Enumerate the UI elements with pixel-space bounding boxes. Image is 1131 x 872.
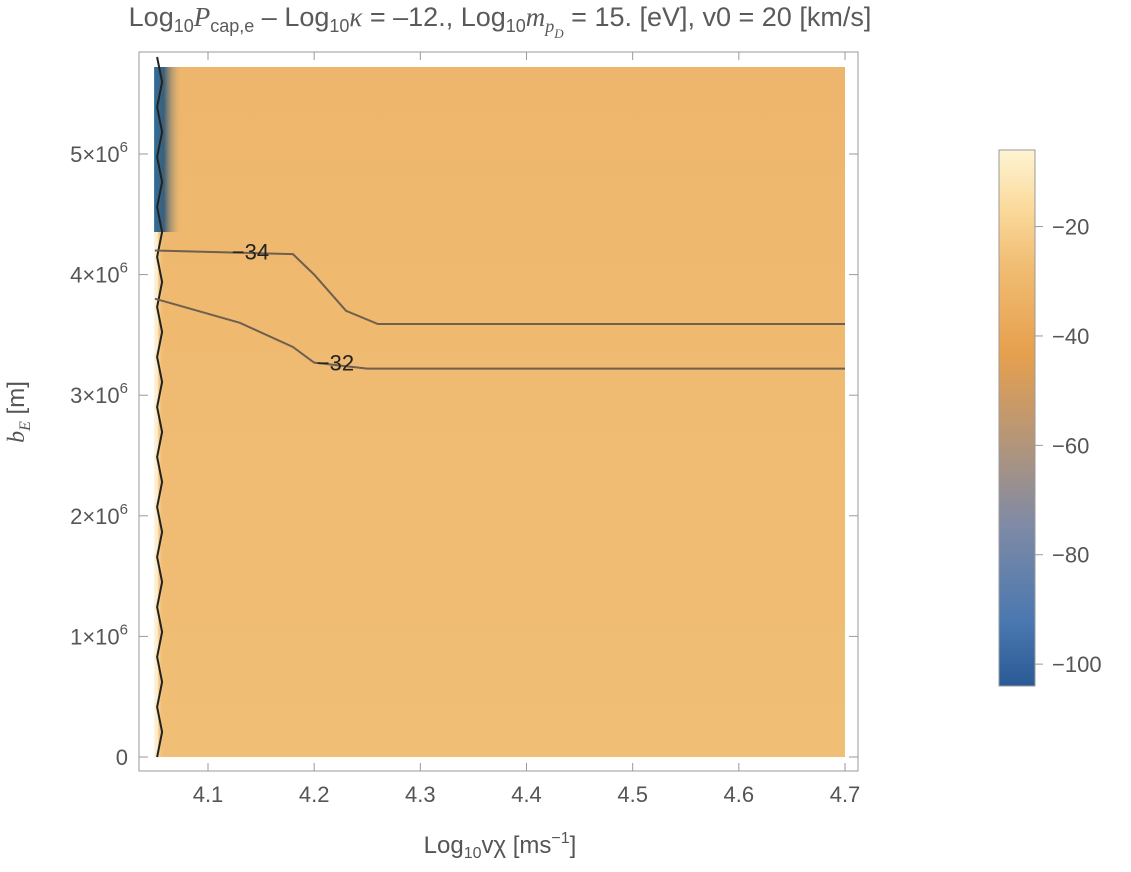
y-axis: 0 1×106 2×106 3×106 4×106 5×106: [70, 139, 858, 770]
x-tick-label: 4.4: [511, 782, 542, 807]
contour-label: −32: [317, 351, 354, 376]
y-tick-label: 2×106: [70, 501, 128, 529]
heatmap-field: [158, 67, 845, 757]
colorbar-tick-label: −20: [1052, 215, 1089, 240]
heatmap-edge-light: [154, 200, 165, 757]
contour-line: [154, 249, 845, 326]
colorbar-tick-label: −80: [1052, 543, 1089, 568]
x-axis-label: Log10vχ [ms−1]: [423, 830, 577, 862]
x-tick-label: 4.6: [724, 782, 755, 807]
plot-area: [154, 67, 845, 757]
y-axis-label: bE [m]: [3, 381, 34, 443]
x-tick-label: 4.1: [193, 782, 224, 807]
colorbar-tick-label: −100: [1052, 652, 1102, 677]
contour-label: −34: [232, 240, 269, 265]
colorbar-tick-label: −60: [1052, 433, 1089, 458]
colorbar-tick-label: −40: [1052, 324, 1089, 349]
y-tick-label: 5×106: [70, 139, 128, 167]
y-tick-label: 0: [116, 745, 128, 770]
x-tick-label: 4.3: [405, 782, 436, 807]
contour-lines: −34 −32: [154, 56, 845, 758]
colorbar: [998, 149, 1036, 687]
x-axis: 4.1 4.2 4.3 4.4 4.5 4.6 4.7: [193, 52, 861, 807]
x-tick-label: 4.5: [617, 782, 648, 807]
colorbar-ticks: −20 −40 −60 −80 −100: [1035, 215, 1102, 677]
x-tick-label: 4.7: [830, 782, 861, 807]
contour-line: [154, 297, 845, 370]
x-tick-label: 4.2: [299, 782, 330, 807]
boundary-contour: [156, 56, 164, 758]
y-tick-label: 4×106: [70, 260, 128, 288]
chart-title: Log10Pcap,e – Log10κ = –12., Log10mpD = …: [128, 2, 872, 41]
y-tick-label: 3×106: [70, 380, 128, 408]
y-tick-label: 1×106: [70, 621, 128, 649]
